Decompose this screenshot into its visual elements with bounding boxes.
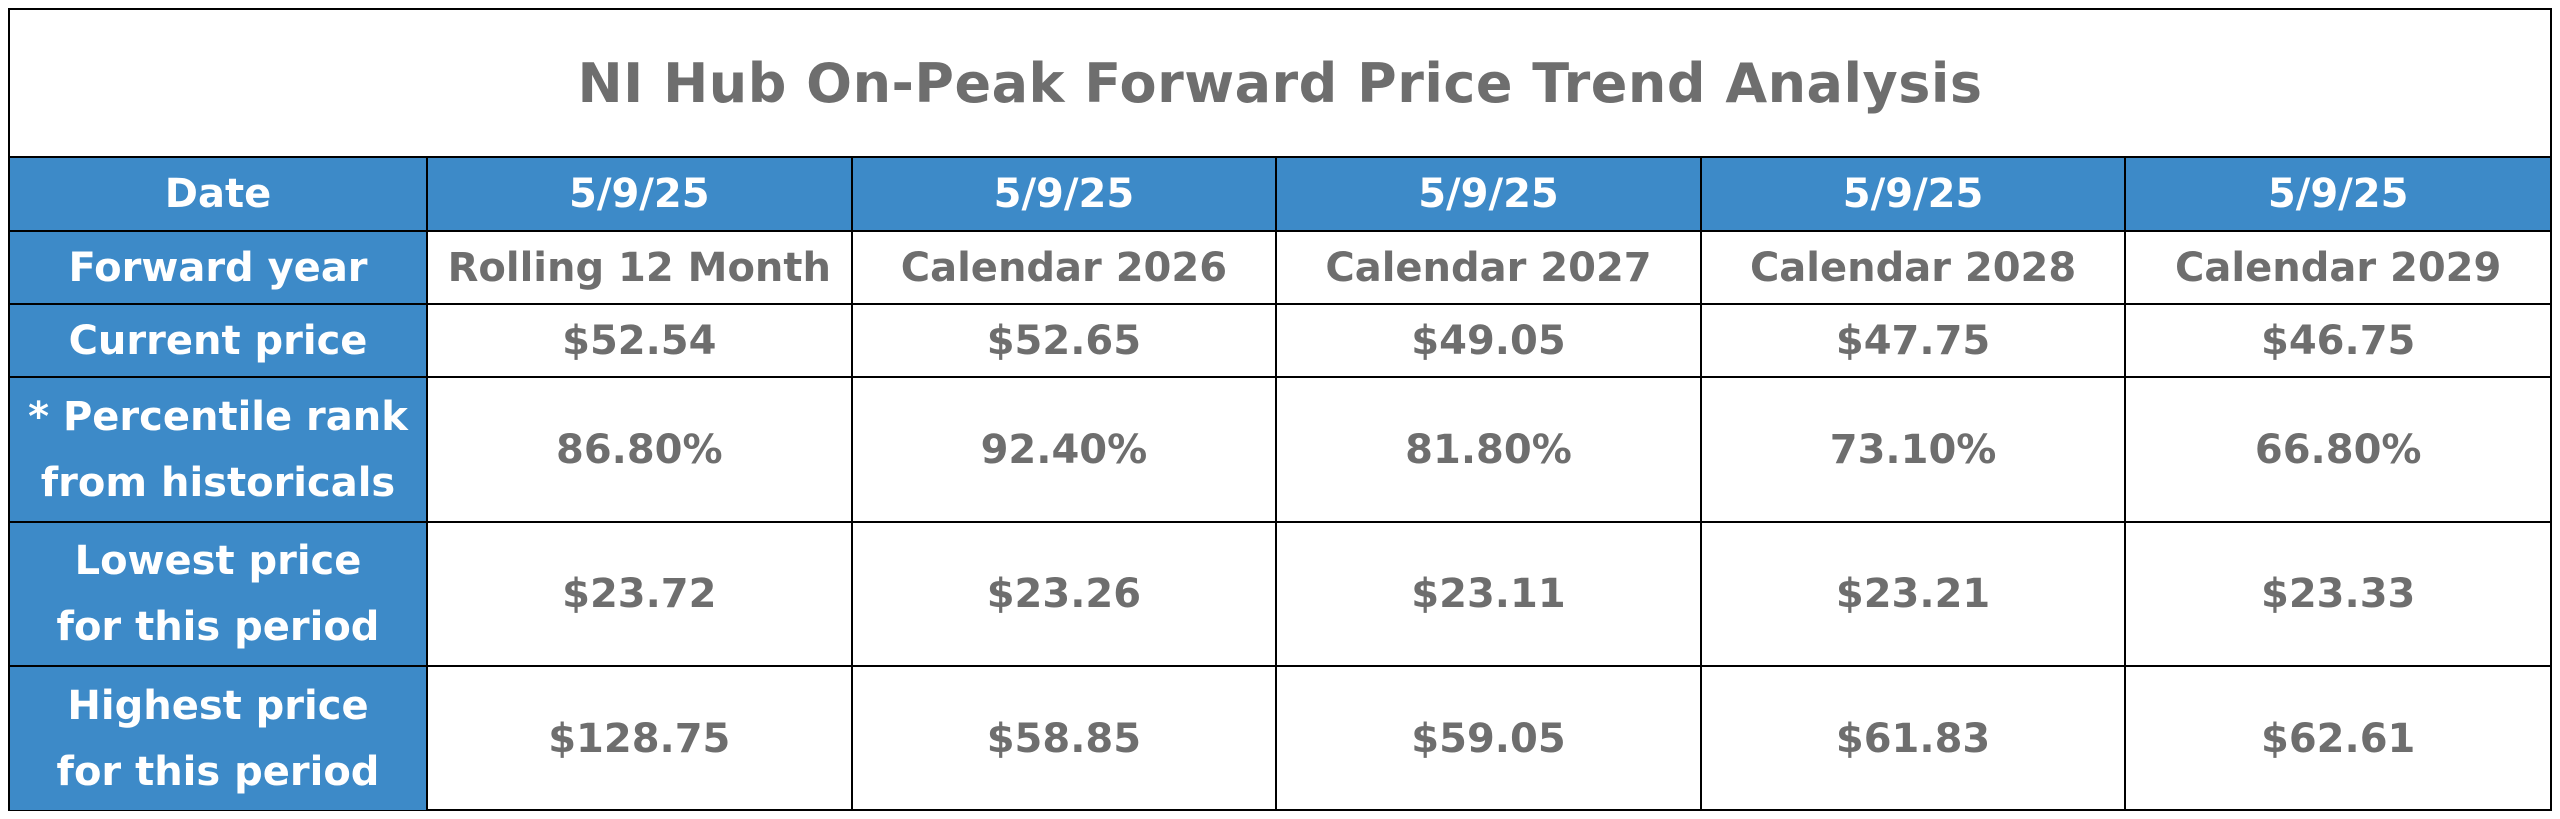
date-header-cell: 5/9/25 xyxy=(850,158,1278,232)
current-price-cell: $52.54 xyxy=(426,303,853,378)
title-bar: NI Hub On-Peak Forward Price Trend Analy… xyxy=(10,10,2550,158)
current-price-cell: $52.65 xyxy=(850,303,1278,378)
lowest-price-cell: $23.33 xyxy=(2124,521,2550,667)
percentile-rank-cell: 66.80% xyxy=(2124,376,2550,523)
price-trend-table-frame: NI Hub On-Peak Forward Price Trend Analy… xyxy=(8,8,2552,811)
highest-price-cell: $128.75 xyxy=(426,665,853,810)
current-price-row: Current price $52.54 $52.65 $49.05 $47.7… xyxy=(10,303,2550,378)
date-header-cell: 5/9/25 xyxy=(2124,158,2550,232)
percentile-rank-cell: 86.80% xyxy=(426,376,853,523)
row-label-highest-price: Highest price for this period xyxy=(10,665,428,810)
row-label-current-price: Current price xyxy=(10,303,428,378)
date-header-cell: 5/9/25 xyxy=(426,158,853,232)
row-label-line: from historicals xyxy=(40,459,396,506)
row-label-lowest-price: Lowest price for this period xyxy=(10,521,428,667)
percentile-rank-cell: 73.10% xyxy=(1699,376,2127,523)
date-header-label: Date xyxy=(10,158,428,232)
lowest-price-cell: $23.26 xyxy=(850,521,1278,667)
forward-year-cell: Calendar 2027 xyxy=(1275,230,1702,305)
highest-price-cell: $61.83 xyxy=(1699,665,2127,810)
percentile-rank-cell: 81.80% xyxy=(1275,376,1702,523)
current-price-cell: $46.75 xyxy=(2124,303,2550,378)
row-label-percentile-rank: * Percentile rank from historicals xyxy=(10,376,428,523)
current-price-cell: $49.05 xyxy=(1275,303,1702,378)
forward-year-cell: Calendar 2028 xyxy=(1699,230,2127,305)
lowest-price-cell: $23.11 xyxy=(1275,521,1702,667)
date-header-cell: 5/9/25 xyxy=(1275,158,1702,232)
row-label-line: * Percentile rank xyxy=(28,393,408,440)
highest-price-cell: $62.61 xyxy=(2124,665,2550,810)
row-label-line: for this period xyxy=(56,604,380,650)
price-trend-table: Date 5/9/25 5/9/25 5/9/25 5/9/25 5/9/25 … xyxy=(10,158,2550,810)
row-label-line: for this period xyxy=(56,748,380,795)
highest-price-cell: $59.05 xyxy=(1275,665,1702,810)
percentile-rank-cell: 92.40% xyxy=(850,376,1278,523)
forward-year-cell: Calendar 2029 xyxy=(2124,230,2550,305)
current-price-cell: $47.75 xyxy=(1699,303,2127,378)
row-label-line: Lowest price xyxy=(74,538,362,584)
table-title: NI Hub On-Peak Forward Price Trend Analy… xyxy=(577,51,1983,115)
date-header-cell: 5/9/25 xyxy=(1699,158,2127,232)
forward-year-cell: Calendar 2026 xyxy=(850,230,1278,305)
forward-year-row: Forward year Rolling 12 Month Calendar 2… xyxy=(10,230,2550,305)
highest-price-cell: $58.85 xyxy=(850,665,1278,810)
lowest-price-cell: $23.21 xyxy=(1699,521,2127,667)
forward-year-cell: Rolling 12 Month xyxy=(426,230,853,305)
highest-price-row: Highest price for this period $128.75 $5… xyxy=(10,665,2550,810)
date-header-row: Date 5/9/25 5/9/25 5/9/25 5/9/25 5/9/25 xyxy=(10,158,2550,232)
lowest-price-cell: $23.72 xyxy=(426,521,853,667)
row-label-forward-year: Forward year xyxy=(10,230,428,305)
row-label-line: Highest price xyxy=(67,682,369,729)
percentile-rank-row: * Percentile rank from historicals 86.80… xyxy=(10,376,2550,523)
lowest-price-row: Lowest price for this period $23.72 $23.… xyxy=(10,521,2550,667)
